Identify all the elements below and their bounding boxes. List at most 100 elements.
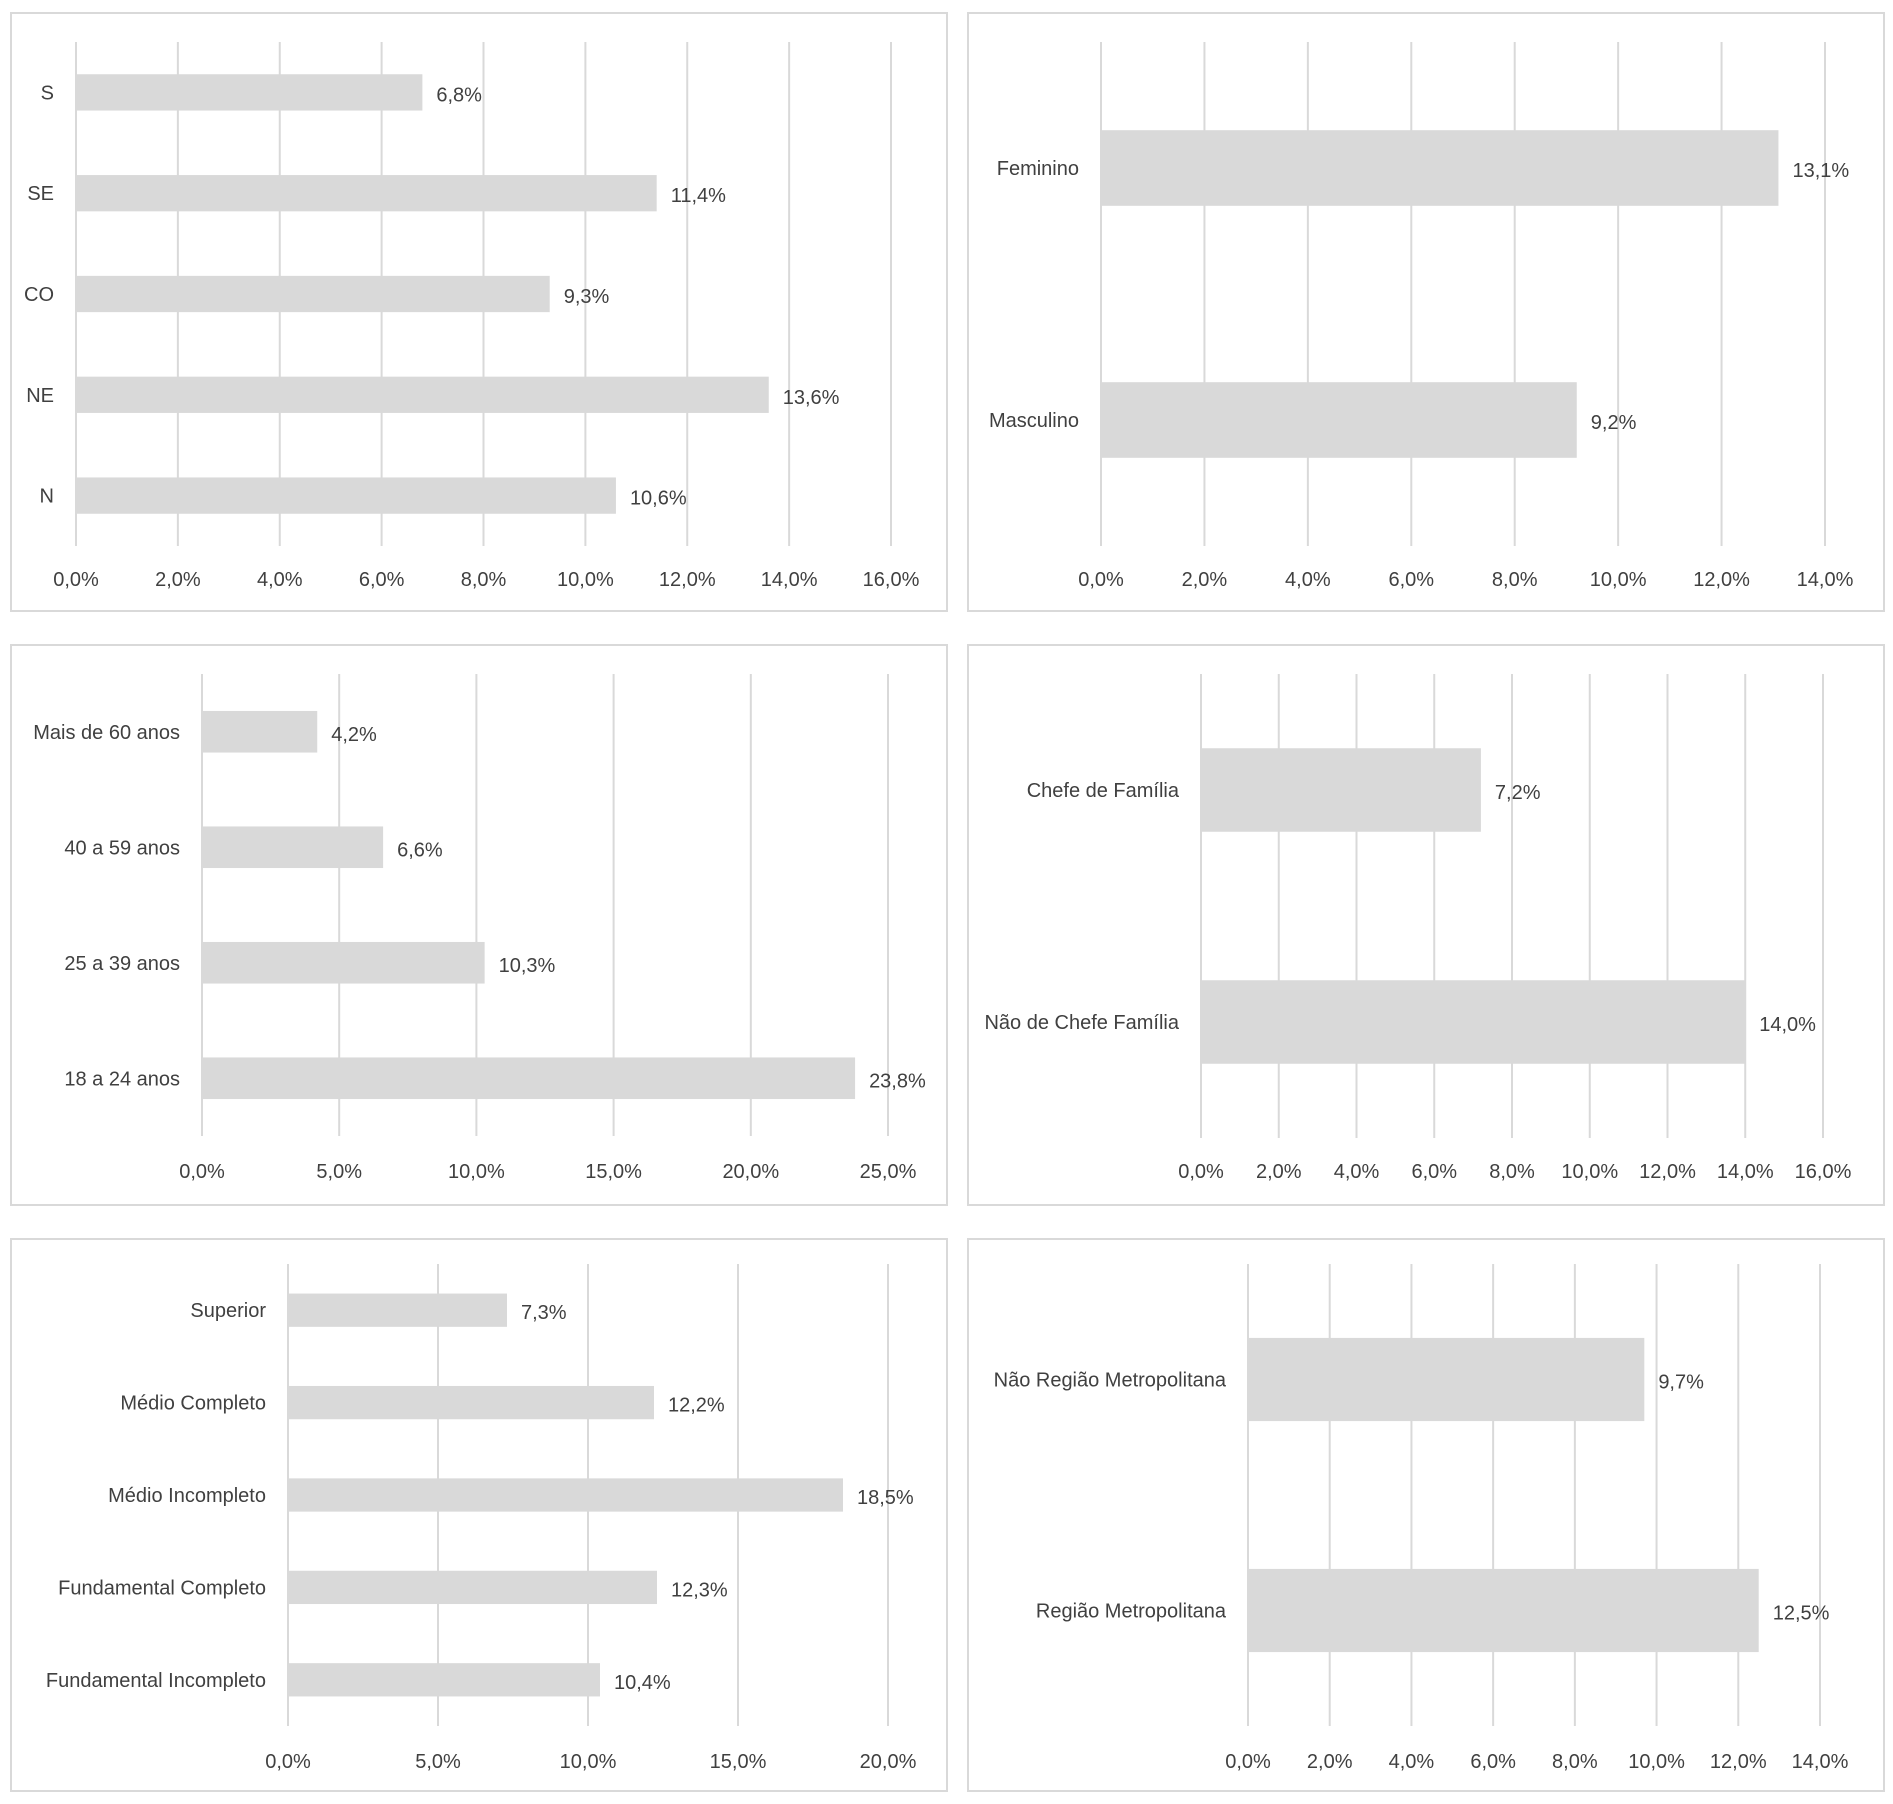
data-label: 14,0% [1759, 1014, 1816, 1036]
data-label: 9,7% [1658, 1372, 1704, 1394]
x-tick-label: 4,0% [1334, 1161, 1380, 1183]
bar [202, 710, 318, 753]
x-tick-label: 12,0% [1710, 1751, 1767, 1773]
chart-region: 0,0% 2,0% 4,0% 6,0% 8,0% 10,0% 12,0% 14,0% 16,0%… [24, 42, 920, 591]
bar [1201, 748, 1481, 832]
chart-age: 0,0% 5,0% 10,0% 15,0% 20,0% 25,0% Mais de 60 a… [33, 674, 926, 1183]
x-tick-label: 8,0% [1489, 1161, 1535, 1183]
x-tick-label: 14,0% [1717, 1161, 1774, 1183]
x-tick-label: 2,0% [1307, 1751, 1353, 1773]
chart-gender: 0,0% 2,0% 4,0% 6,0% 8,0% 10,0% 12,0% 14,0% Femin… [989, 42, 1854, 591]
x-tick-label: 16,0% [863, 569, 920, 591]
bar [76, 376, 769, 413]
bar [1201, 980, 1746, 1064]
bar [288, 1663, 600, 1697]
data-label: 7,2% [1495, 782, 1541, 804]
x-tick-label: 4,0% [257, 569, 303, 591]
x-tick-label: 0,0% [53, 569, 99, 591]
chart-panel-gender: 0,0% 2,0% 4,0% 6,0% 8,0% 10,0% 12,0% 14,0% Femin… [967, 12, 1885, 612]
x-tick-label: 15,0% [710, 1751, 767, 1773]
bar [1248, 1337, 1645, 1422]
x-tick-label: 4,0% [1389, 1751, 1435, 1773]
category-label: 18 a 24 anos [64, 1068, 180, 1090]
x-tick-label: 4,0% [1285, 569, 1331, 591]
category-label: N [40, 486, 54, 508]
data-label: 12,3% [671, 1579, 728, 1601]
x-tick-label: 2,0% [1256, 1161, 1302, 1183]
category-label: SE [27, 183, 54, 205]
bar [1101, 130, 1779, 206]
category-label: Fundamental Completo [58, 1577, 266, 1599]
bar [1101, 382, 1577, 458]
chart-metro: 0,0% 2,0% 4,0% 6,0% 8,0% 10,0% 12,0% 14,0% Não R… [994, 1264, 1849, 1773]
x-tick-label: 0,0% [1225, 1751, 1271, 1773]
category-label: Região Metropolitana [1036, 1601, 1227, 1623]
x-tick-label: 8,0% [1492, 569, 1538, 591]
category-label: 25 a 39 anos [64, 953, 180, 975]
chart-household-head: 0,0% 2,0% 4,0% 6,0% 8,0% 10,0% 12,0% 14,0% 16,0%… [984, 674, 1852, 1183]
data-label: 4,2% [331, 724, 377, 746]
category-label: NE [26, 385, 54, 407]
x-tick-label: 8,0% [461, 569, 507, 591]
bar [76, 74, 423, 111]
x-tick-label: 5,0% [415, 1751, 461, 1773]
x-tick-label: 10,0% [448, 1161, 505, 1183]
x-tick-label: 12,0% [659, 569, 716, 591]
x-tick-label: 20,0% [722, 1161, 779, 1183]
data-label: 13,6% [783, 387, 840, 409]
bar [288, 1478, 843, 1512]
x-tick-label: 8,0% [1552, 1751, 1598, 1773]
x-tick-label: 10,0% [1628, 1751, 1685, 1773]
x-tick-label: 12,0% [1639, 1161, 1696, 1183]
data-label: 7,3% [521, 1302, 567, 1324]
x-tick-label: 0,0% [265, 1751, 311, 1773]
x-tick-label: 0,0% [1078, 569, 1124, 591]
chart-education: 0,0% 5,0% 10,0% 15,0% 20,0% Superior 7,3% Médio… [46, 1264, 917, 1773]
bar [288, 1570, 657, 1605]
x-tick-label: 20,0% [860, 1751, 917, 1773]
bar [288, 1293, 507, 1327]
x-tick-label: 6,0% [1388, 569, 1434, 591]
x-tick-label: 6,0% [359, 569, 405, 591]
x-tick-label: 10,0% [1590, 569, 1647, 591]
category-label: CO [24, 284, 54, 306]
x-tick-label: 16,0% [1795, 1161, 1852, 1183]
data-label: 11,4% [671, 185, 726, 207]
bar [202, 1057, 856, 1100]
data-label: 23,8% [869, 1070, 926, 1092]
x-tick-label: 2,0% [1182, 569, 1228, 591]
bar [76, 175, 657, 212]
x-tick-label: 10,0% [560, 1751, 617, 1773]
chart-panel-household-head: 0,0% 2,0% 4,0% 6,0% 8,0% 10,0% 12,0% 14,0% 16,0%… [967, 644, 1885, 1206]
data-label: 9,2% [1591, 412, 1637, 434]
bar [202, 826, 384, 869]
data-label: 6,6% [397, 839, 443, 861]
x-tick-label: 10,0% [1561, 1161, 1618, 1183]
bar [1248, 1568, 1759, 1653]
data-label: 10,6% [630, 488, 687, 510]
bar [202, 941, 485, 984]
x-tick-label: 6,0% [1411, 1161, 1457, 1183]
category-label: Superior [190, 1300, 266, 1322]
bar [76, 477, 616, 514]
category-label: Fundamental Incompleto [46, 1670, 266, 1692]
chart-panel-metro: 0,0% 2,0% 4,0% 6,0% 8,0% 10,0% 12,0% 14,0% Não R… [967, 1238, 1885, 1792]
category-label: Médio Incompleto [108, 1485, 266, 1507]
data-label: 9,3% [564, 286, 610, 308]
category-label: Masculino [989, 410, 1079, 432]
x-tick-label: 6,0% [1470, 1751, 1516, 1773]
category-label: Feminino [997, 158, 1079, 180]
data-label: 10,4% [614, 1672, 671, 1694]
data-label: 12,2% [668, 1395, 725, 1417]
x-tick-label: 14,0% [761, 569, 818, 591]
x-tick-label: 0,0% [179, 1161, 225, 1183]
data-label: 10,3% [499, 955, 556, 977]
x-tick-label: 0,0% [1178, 1161, 1224, 1183]
x-tick-label: 5,0% [316, 1161, 362, 1183]
x-tick-label: 15,0% [585, 1161, 642, 1183]
bar [288, 1385, 654, 1420]
x-tick-label: 14,0% [1797, 569, 1854, 591]
category-label: Não de Chefe Família [984, 1012, 1179, 1034]
x-tick-label: 25,0% [860, 1161, 917, 1183]
x-tick-label: 12,0% [1693, 569, 1750, 591]
